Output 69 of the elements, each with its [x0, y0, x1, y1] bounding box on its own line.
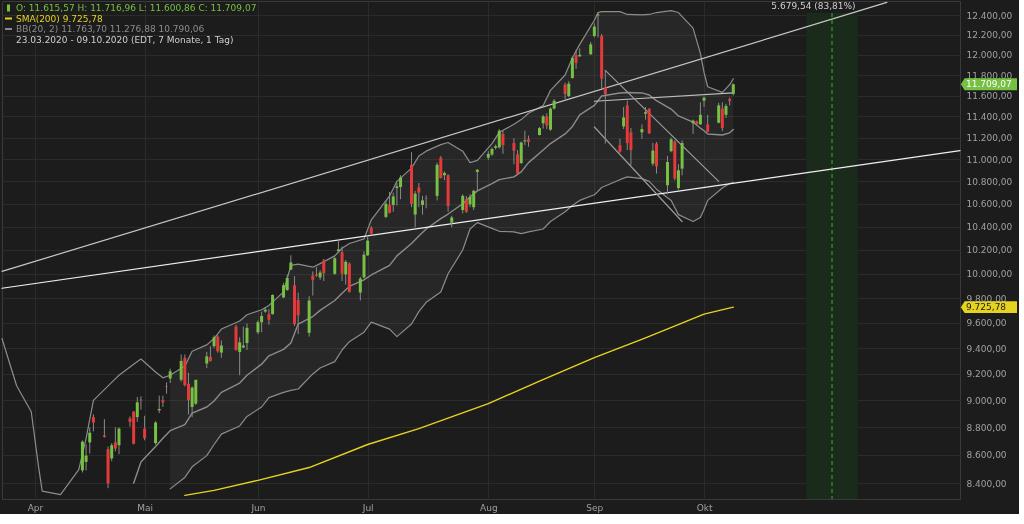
- candlestick: [322, 258, 326, 282]
- y-tick-label: 9.725,78: [966, 302, 1007, 313]
- y-tick-label: 11.000,00: [966, 154, 1013, 165]
- candlestick: [84, 443, 88, 471]
- legend-label: BB(20, 2) 11.763,70 11.276,88 10.790,06: [16, 24, 205, 34]
- y-tick-label: 12.400,00: [966, 10, 1013, 21]
- candlestick: [340, 245, 344, 282]
- y-tick-label: 11.600,00: [966, 91, 1013, 102]
- x-tick-label: Sep: [586, 502, 604, 513]
- candlestick: [358, 276, 362, 301]
- band-label: 5.679,54 (83,81%): [771, 1, 856, 11]
- candlestick: [424, 194, 428, 209]
- candlestick: [665, 155, 669, 195]
- candlestick: [117, 426, 121, 455]
- y-tick-label: 10.600,00: [966, 199, 1013, 210]
- candlestick: [88, 426, 92, 455]
- x-tick-label: Jun: [250, 502, 266, 513]
- y-tick-label: 8.400,00: [966, 478, 1007, 489]
- x-tick-label: Jul: [361, 502, 374, 513]
- candlestick: [421, 195, 424, 216]
- candlestick: [468, 193, 472, 208]
- candlestick: [260, 311, 264, 333]
- candlestick: [245, 322, 249, 351]
- candlestick: [267, 308, 271, 326]
- candlestick: [622, 106, 626, 130]
- y-tick-label: 10.200,00: [966, 245, 1013, 256]
- candlestick: [179, 353, 183, 383]
- y-tick-label: 11.800,00: [966, 70, 1013, 81]
- candlestick: [702, 96, 706, 108]
- line-series: [169, 176, 734, 490]
- candlestick: [165, 381, 169, 395]
- line-series: [1, 10, 734, 496]
- candlestick: [154, 420, 158, 445]
- y-tick-label: 9.200,00: [966, 369, 1007, 380]
- candlestick: [655, 141, 659, 175]
- y-tick-label: 12.000,00: [966, 50, 1013, 61]
- x-tick-label: Okt: [696, 502, 713, 513]
- y-tick-label: 10.000,00: [966, 269, 1013, 280]
- legend-label: O: 11.615,57 H: 11.716,96 L: 11.600,86 C: 11.709,07: [16, 3, 257, 13]
- candlestick: [640, 123, 644, 140]
- candlestick: [113, 426, 117, 452]
- y-tick-label: 9.600,00: [966, 318, 1007, 329]
- candlestick: [651, 142, 655, 167]
- candlestick: [472, 189, 476, 211]
- annotation: 23.03.2020 - 09.10.2020 (EDT, 7 Monate, 1 Tag): [16, 34, 234, 45]
- y-tick-label: 12.200,00: [966, 30, 1013, 41]
- x-tick-label: Mai: [137, 502, 153, 513]
- candlestick: [574, 49, 578, 70]
- legend-label: SMA(200) 9.725,78: [16, 13, 104, 24]
- candlestick: [289, 254, 293, 271]
- y-tick-label: 8.600,00: [966, 450, 1007, 461]
- y-tick-label: 11.400,00: [966, 111, 1013, 122]
- candlestick: [311, 270, 315, 297]
- y-tick-label: 11.709,07: [966, 79, 1012, 90]
- x-tick-label: Apr: [27, 502, 44, 513]
- y-tick-label: 11.200,00: [966, 133, 1013, 144]
- candlestick: [344, 259, 348, 286]
- line-series: [184, 306, 734, 497]
- candlestick: [135, 396, 139, 423]
- x-tick-label: Aug: [480, 502, 498, 513]
- y-tick-label: 9.000,00: [966, 395, 1007, 406]
- y-tick-label: 9.800,00: [966, 293, 1007, 304]
- candlestick: [143, 415, 147, 441]
- y-tick-label: 10.400,00: [966, 222, 1013, 233]
- y-tick-label: 8.800,00: [966, 422, 1007, 433]
- candlestick: [501, 129, 505, 155]
- y-tick-label: 10.800,00: [966, 176, 1013, 187]
- y-tick-label: 9.400,00: [966, 343, 1007, 354]
- candlestick: [618, 138, 622, 154]
